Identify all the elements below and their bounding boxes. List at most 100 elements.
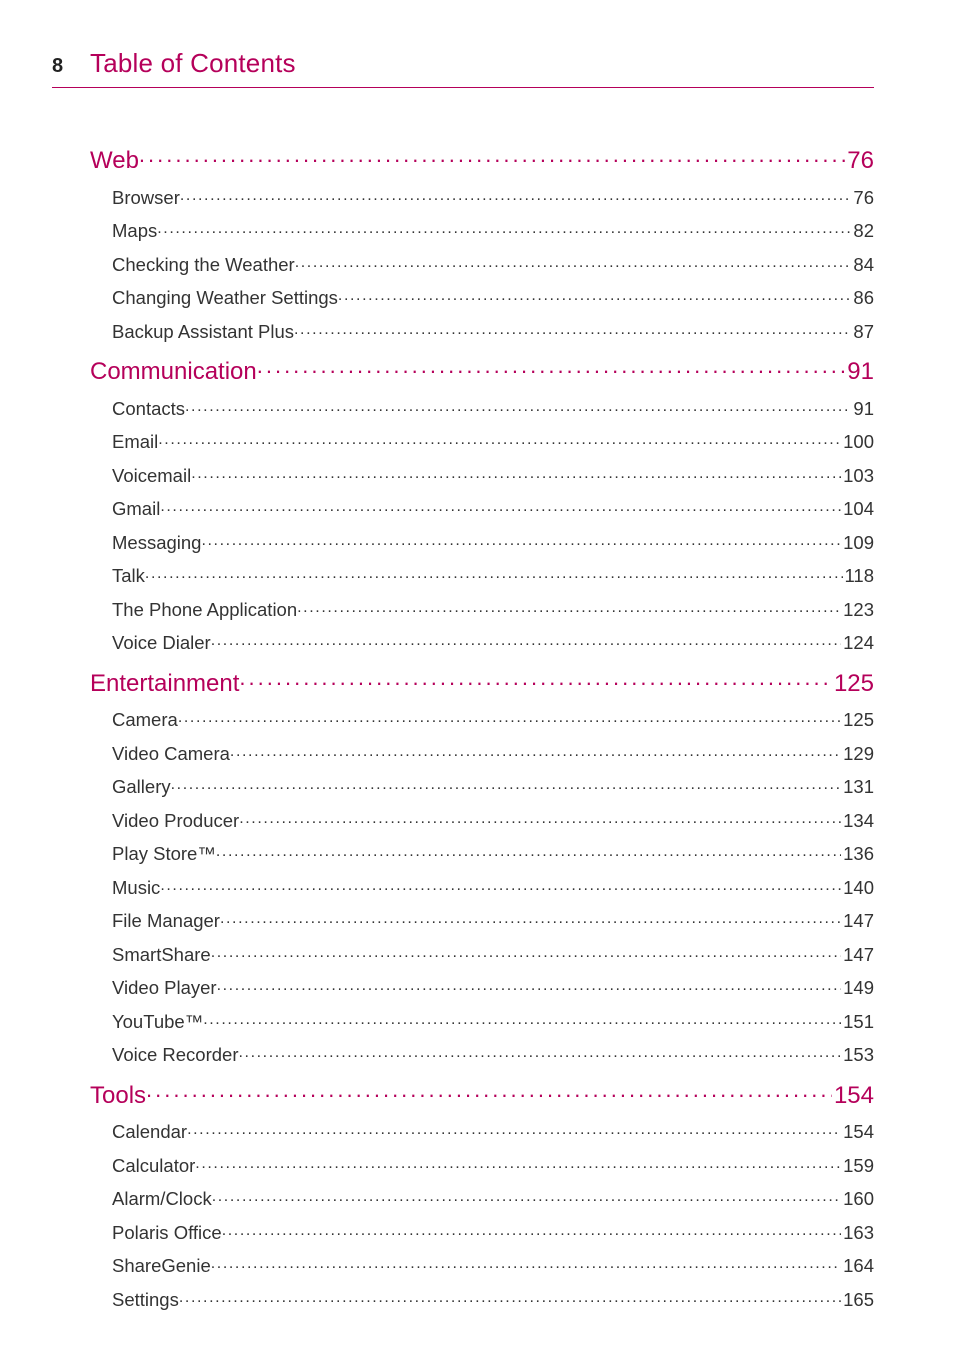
toc-leader-dots [191, 463, 841, 482]
toc-subitem-label: Messaging [112, 534, 201, 553]
toc-subitem-page: 147 [841, 946, 874, 965]
toc-subitem[interactable]: Alarm/Clock160 [112, 1187, 874, 1209]
toc-section-title[interactable]: Tools 154 [90, 1079, 874, 1110]
toc-leader-dots [171, 775, 842, 794]
toc-subitem-label: Backup Assistant Plus [112, 323, 294, 342]
toc-subitem[interactable]: Email100 [112, 430, 874, 452]
toc-subitem-label: Changing Weather Settings [112, 289, 338, 308]
toc-subitem-page: 91 [851, 400, 874, 419]
toc-subitem[interactable]: Polaris Office163 [112, 1220, 874, 1242]
toc-subitem-page: 165 [841, 1291, 874, 1310]
toc-subitem[interactable]: Video Camera129 [112, 741, 874, 763]
toc-section-page: 154 [832, 1082, 874, 1110]
toc-subitem[interactable]: Talk118 [112, 564, 874, 586]
toc-subitem[interactable]: Backup Assistant Plus87 [112, 319, 874, 341]
toc-leader-dots [146, 1079, 832, 1103]
toc-leader-dots [220, 909, 841, 928]
toc-subitem-page: 123 [841, 601, 874, 620]
toc-subitem[interactable]: Messaging 109 [112, 530, 874, 552]
toc-subitem[interactable]: Settings 165 [112, 1287, 874, 1309]
toc-section-title[interactable]: Web 76 [90, 144, 874, 175]
toc-subitem-label: Video Producer [112, 812, 239, 831]
toc-subitem-page: 131 [841, 778, 874, 797]
toc-section-title[interactable]: Communication91 [90, 355, 874, 386]
toc-leader-dots [239, 808, 841, 827]
toc-section: Tools154Calendar154Calculator159Alarm/Cl… [90, 1079, 874, 1310]
toc-leader-dots [180, 185, 852, 204]
toc-section: Communication91 Contacts 91 Email100 Voicema… [90, 355, 874, 653]
toc-subitem[interactable]: Video Producer134 [112, 808, 874, 830]
toc-leader-dots [238, 1043, 841, 1062]
toc-subitem[interactable]: The Phone Application123 [112, 597, 874, 619]
toc-subitem[interactable]: Browser76 [112, 185, 874, 207]
toc-subitem-page: 159 [841, 1157, 874, 1176]
table-of-contents: Web76Browser76Maps82Checking the Weather… [52, 144, 874, 1309]
toc-subitem-label: Camera [112, 711, 178, 730]
toc-subitem-page: 163 [841, 1224, 874, 1243]
toc-subitem[interactable]: Checking the Weather84 [112, 252, 874, 274]
toc-subitem-page: 147 [841, 912, 874, 931]
toc-subitem[interactable]: Contacts 91 [112, 396, 874, 418]
toc-subitem[interactable]: ShareGenie164 [112, 1254, 874, 1276]
toc-subitem-page: 129 [841, 745, 874, 764]
toc-subitem-page: 149 [841, 979, 874, 998]
toc-subitem-label: Voice Recorder [112, 1046, 238, 1065]
toc-leader-dots [212, 1187, 841, 1206]
toc-leader-dots [217, 976, 842, 995]
toc-subitem[interactable]: File Manager147 [112, 909, 874, 931]
toc-leader-dots [211, 1254, 841, 1273]
toc-subitem-label: YouTube™ [112, 1013, 203, 1032]
toc-subitem-page: 124 [841, 634, 874, 653]
toc-subitem[interactable]: YouTube™ 151 [112, 1009, 874, 1031]
toc-subitem[interactable]: Calendar154 [112, 1120, 874, 1142]
toc-subitem-page: 151 [841, 1013, 874, 1032]
toc-leader-dots [203, 1009, 841, 1028]
toc-subitem[interactable]: Gallery 131 [112, 775, 874, 797]
toc-leader-dots [187, 1120, 841, 1139]
toc-section-label: Tools [90, 1082, 146, 1110]
toc-leader-dots [160, 497, 841, 516]
toc-subitem-label: Calculator [112, 1157, 195, 1176]
toc-leader-dots [222, 1220, 841, 1239]
toc-subitem[interactable]: Maps82 [112, 219, 874, 241]
toc-subitem[interactable]: Calculator 159 [112, 1153, 874, 1175]
toc-section-page: 76 [845, 147, 874, 175]
toc-subitem[interactable]: Voice Dialer 124 [112, 631, 874, 653]
toc-subitem-label: Gmail [112, 500, 160, 519]
toc-leader-dots [257, 355, 846, 379]
toc-subitem-page: 84 [851, 256, 874, 275]
toc-subitem-page: 154 [841, 1123, 874, 1142]
page-title: Table of Contents [90, 48, 296, 79]
toc-subitem[interactable]: Music140 [112, 875, 874, 897]
toc-subitem[interactable]: Voice Recorder153 [112, 1043, 874, 1065]
toc-subitem-label: Voice Dialer [112, 634, 211, 653]
toc-subitem[interactable]: Gmail104 [112, 497, 874, 519]
toc-subitem-label: Gallery [112, 778, 171, 797]
toc-leader-dots [239, 667, 832, 691]
toc-leader-dots [211, 942, 841, 961]
toc-subitem[interactable]: Play Store™136 [112, 842, 874, 864]
toc-subitem[interactable]: Changing Weather Settings86 [112, 286, 874, 308]
toc-subitem-label: Music [112, 879, 160, 898]
toc-subitem-page: 109 [841, 534, 874, 553]
toc-leader-dots [211, 631, 841, 650]
toc-leader-dots [157, 219, 851, 238]
toc-subitem-label: Play Store™ [112, 845, 216, 864]
toc-subitem[interactable]: Voicemail103 [112, 463, 874, 485]
toc-section-title[interactable]: Entertainment125 [90, 667, 874, 698]
toc-subitem[interactable]: Camera125 [112, 708, 874, 730]
toc-subitem-label: ShareGenie [112, 1257, 211, 1276]
toc-subitem-page: 103 [841, 467, 874, 486]
toc-subitem-page: 76 [851, 189, 874, 208]
toc-subitem-label: Contacts [112, 400, 185, 419]
toc-leader-dots [160, 875, 841, 894]
toc-subitem[interactable]: Video Player149 [112, 976, 874, 998]
toc-leader-dots [338, 286, 852, 305]
toc-subitem-label: Email [112, 433, 158, 452]
toc-leader-dots [230, 741, 841, 760]
page-header: 8 Table of Contents [52, 48, 874, 88]
toc-leader-dots [185, 396, 851, 415]
toc-section-label: Web [90, 147, 139, 175]
toc-subitem[interactable]: SmartShare147 [112, 942, 874, 964]
toc-subitem-label: Settings [112, 1291, 179, 1310]
